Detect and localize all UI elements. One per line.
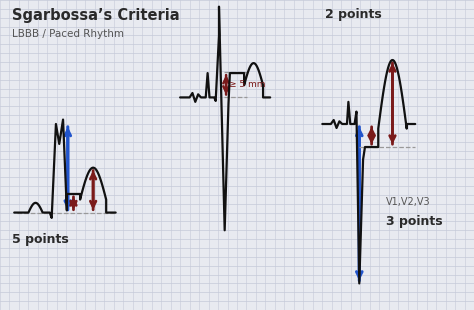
Text: 2 points: 2 points: [325, 8, 382, 21]
Text: LBBB / Paced Rhythm: LBBB / Paced Rhythm: [12, 29, 124, 39]
Text: V1,V2,V3: V1,V2,V3: [386, 197, 431, 207]
Text: 3 points: 3 points: [386, 215, 443, 228]
Text: Sgarbossa’s Criteria: Sgarbossa’s Criteria: [12, 8, 180, 23]
Text: 5 points: 5 points: [12, 232, 69, 246]
Text: ≥ 5 mm: ≥ 5 mm: [229, 80, 265, 89]
